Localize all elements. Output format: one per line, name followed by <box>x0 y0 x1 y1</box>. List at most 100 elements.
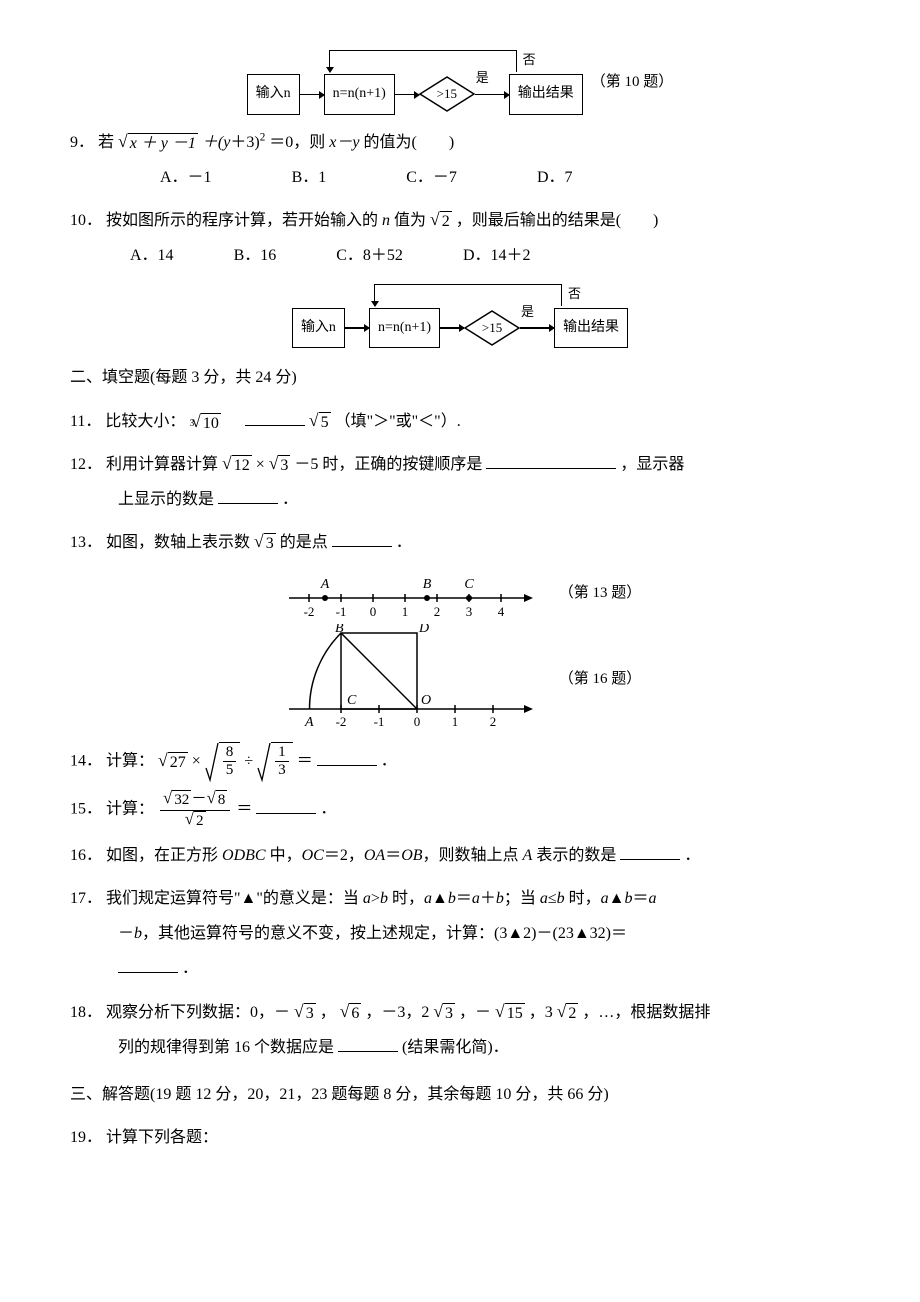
q12-text-post: ，显示器 <box>620 456 684 473</box>
q15-text-pre: 计算： <box>106 801 154 818</box>
q18-s5: √2 <box>557 1003 579 1023</box>
q16-figure: -2-10 12 BD CO A <box>279 624 539 734</box>
q13-label: （第 13 题） <box>559 577 642 610</box>
yes-label-2: 是 <box>521 298 534 327</box>
no-label-2: 否 <box>568 280 581 309</box>
svg-text:0: 0 <box>369 604 376 618</box>
question-15: 15． 计算： √32－√8 √2 ＝ ． <box>70 790 850 829</box>
q10-choice-a: A．14 <box>130 238 174 273</box>
q11-cbrt: 3√10 <box>189 413 220 434</box>
q11-num: 11． <box>70 413 101 430</box>
q13-num: 13． <box>70 534 102 551</box>
svg-text:A: A <box>304 715 314 730</box>
svg-text:1: 1 <box>451 714 458 729</box>
q11-spacer <box>225 413 241 430</box>
decision-diamond: >15 <box>419 76 475 112</box>
input-box: 输入n <box>247 74 300 115</box>
svg-text:-1: -1 <box>373 714 384 729</box>
question-14: 14． 计算： √27 × 85 ÷ 13 ＝ ． <box>70 742 850 782</box>
q16-num: 16． <box>70 847 102 864</box>
q13-sqrt: √3 <box>254 533 276 553</box>
section-2-header: 二、填空题(每题 3 分，共 24 分) <box>70 360 850 395</box>
q10-sqrt: √2 <box>430 211 452 231</box>
arrow-3b <box>520 327 554 329</box>
q17-num: 17． <box>70 890 102 907</box>
question-12: 12． 利用计算器计算 √12 × √3 －5 时，正确的按键顺序是 ，显示器 … <box>70 447 850 517</box>
q12-line2-pre: 上显示的数是 <box>118 491 214 508</box>
q12-times: × <box>256 456 265 473</box>
question-10: 10． 按如图所示的程序计算，若开始输入的 n 值为 √2 ，则最后输出的结果是… <box>70 203 850 273</box>
flowchart-top-label: （第 10 题） <box>591 66 674 99</box>
q11-sqrt: √5 <box>309 412 331 432</box>
q17-period: ． <box>182 960 198 977</box>
svg-text:B: B <box>335 624 344 636</box>
arrow-2 <box>395 94 419 96</box>
q9-choice-b: B．1 <box>292 160 327 195</box>
q18-num: 18． <box>70 1004 102 1021</box>
q10-text-pre: 按如图所示的程序计算，若开始输入的 n 值为 <box>106 212 426 229</box>
q18-blank <box>338 1036 398 1052</box>
question-18: 18． 观察分析下列数据：0，－ √3 ， √6 ，－3，2 √3 ，－ √15… <box>70 995 850 1065</box>
question-16: 16． 如图，在正方形 ODBC 中，OC＝2，OA＝OB，则数轴上点 A 表示… <box>70 838 850 873</box>
q13-blank <box>332 531 392 547</box>
flowchart-top: 否 输入n n=n(n+1) >15 是 输出结果 <box>247 50 583 115</box>
process-box-2: n=n(n+1) <box>369 308 440 349</box>
q14-blank <box>317 750 377 766</box>
arrow-3 <box>475 94 509 96</box>
q11-blank <box>245 410 305 426</box>
q18-line2-pre: 列的规律得到第 16 个数据应是 <box>118 1039 334 1056</box>
svg-text:C: C <box>464 577 474 592</box>
q18-c1: ， <box>320 1004 336 1021</box>
q17-line3: ． <box>118 951 850 986</box>
question-9: 9． 若 √x ＋ y －1 ＋(y＋3)2 ＝0，则 x－y 的值为( ) A… <box>70 125 850 195</box>
q12-text-pre: 利用计算器计算 <box>106 456 218 473</box>
no-label: 否 <box>523 46 536 75</box>
q18-text-post: ，…，根据数据排 <box>582 1004 710 1021</box>
q10-num: 10． <box>70 212 102 229</box>
flowchart-mid: 否 输入n n=n(n+1) >15 是 输出结果 <box>292 284 628 349</box>
q9-choice-a: A．－1 <box>160 160 212 195</box>
q12-blank1 <box>486 453 616 469</box>
svg-text:-2: -2 <box>335 714 346 729</box>
svg-text:C: C <box>347 693 357 708</box>
q18-c4: ，3 <box>529 1004 553 1021</box>
q13-text-post: 的是点 <box>280 534 328 551</box>
output-box: 输出结果 <box>509 74 583 115</box>
q19-text: 计算下列各题： <box>106 1129 218 1146</box>
q10-choice-c: C．8＋52 <box>336 238 403 273</box>
q18-s1: √3 <box>294 1003 316 1023</box>
q10-text-post: ，则最后输出的结果是( ) <box>456 212 659 229</box>
q11-text-post: （填"＞"或"＜"）. <box>335 413 461 430</box>
q14-eq: ＝ <box>297 753 313 770</box>
q19-num: 19． <box>70 1129 102 1146</box>
q12-sqrt2: √3 <box>269 455 291 475</box>
question-11: 11． 比较大小： 3√10 √5 （填"＞"或"＜"）. <box>70 404 850 439</box>
q15-blank <box>256 798 316 814</box>
q16-text: 如图，在正方形 ODBC 中，OC＝2，OA＝OB，则数轴上点 A 表示的数是 <box>106 847 616 864</box>
decision-text-2: >15 <box>482 314 502 343</box>
q18-line2: 列的规律得到第 16 个数据应是 (结果需化简)． <box>118 1030 850 1065</box>
input-box-2: 输入n <box>292 308 345 349</box>
q16-fig-container: -2-10 12 BD CO A （第 16 题） <box>70 624 850 734</box>
arrow-2b <box>440 327 464 329</box>
q14-sqrt-frac2: 13 <box>257 742 293 782</box>
q14-sqrt-frac1: 85 <box>205 742 241 782</box>
q17-line1: 我们规定运算符号"▲"的意义是：当 a>b 时，a▲b＝a＋b；当 a≤b 时，… <box>106 890 657 907</box>
q9-choice-d: D．7 <box>537 160 573 195</box>
process-box: n=n(n+1) <box>324 74 395 115</box>
q9-choice-c: C．－7 <box>406 160 457 195</box>
arrow-1b <box>345 327 369 329</box>
svg-text:0: 0 <box>413 714 420 729</box>
q14-text-pre: 计算： <box>106 753 154 770</box>
q13-text-pre: 如图，数轴上表示数 <box>106 534 250 551</box>
arrow-1 <box>300 94 324 96</box>
q9-text-pre: 若 <box>98 134 114 151</box>
q12-blank2 <box>218 488 278 504</box>
q18-s4: √15 <box>495 1003 525 1023</box>
q17-blank <box>118 957 178 973</box>
decision-text: >15 <box>437 80 457 109</box>
question-17: 17． 我们规定运算符号"▲"的意义是：当 a>b 时，a▲b＝a＋b；当 a≤… <box>70 881 850 987</box>
q18-c3: ，－ <box>459 1004 491 1021</box>
q12-line2-post: ． <box>282 491 298 508</box>
svg-text:B: B <box>422 577 431 592</box>
